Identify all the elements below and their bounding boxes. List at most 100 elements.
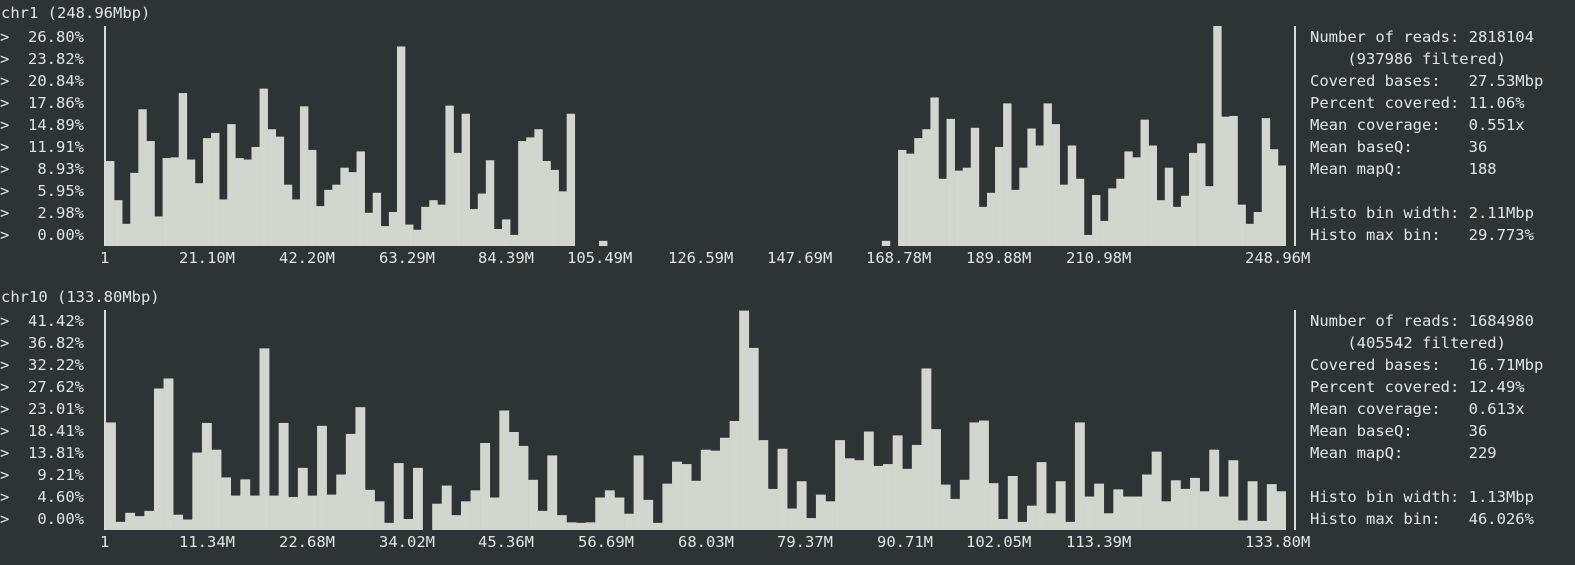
histogram-bar bbox=[1108, 188, 1117, 246]
y-tick-label: > 13.81% bbox=[0, 444, 84, 462]
histogram-bar bbox=[1142, 474, 1152, 530]
stat-max-bin: Histo max bin: 29.773% bbox=[1310, 226, 1534, 244]
x-tick-label: 210.98M bbox=[1066, 249, 1132, 267]
histogram-bar bbox=[898, 149, 907, 246]
histogram-bar bbox=[825, 501, 836, 530]
histogram-bar bbox=[1103, 513, 1114, 530]
histogram-bar bbox=[138, 109, 147, 246]
x-tick-label: 84.39M bbox=[478, 249, 534, 267]
histogram-bar bbox=[1161, 501, 1172, 530]
stat-max-bin: Histo max bin: 46.026% bbox=[1310, 510, 1534, 528]
histogram-bar bbox=[1026, 505, 1037, 530]
histogram-bar bbox=[767, 488, 778, 530]
histogram-bar bbox=[1043, 103, 1052, 246]
histogram-bar bbox=[1257, 520, 1268, 530]
histogram-bar bbox=[1189, 152, 1198, 246]
histogram-bar bbox=[1035, 145, 1044, 246]
histogram-bar bbox=[221, 477, 232, 530]
histogram-bar bbox=[796, 481, 807, 530]
y-tick-label: > 18.41% bbox=[0, 422, 84, 440]
histogram-bar bbox=[508, 432, 519, 530]
x-tick-label: 248.96M bbox=[1245, 249, 1311, 267]
x-tick-label: 68.03M bbox=[678, 533, 734, 551]
histogram-bar bbox=[739, 310, 750, 530]
histogram-bar bbox=[182, 519, 193, 530]
x-tick-label: 79.37M bbox=[777, 533, 833, 551]
histogram-bar bbox=[1122, 496, 1133, 530]
stat-percent-covered: Percent covered: 12.49% bbox=[1310, 378, 1525, 396]
histogram-bar bbox=[777, 448, 788, 530]
histogram-bar bbox=[518, 445, 529, 530]
histogram-bar bbox=[243, 159, 252, 246]
histogram-bar bbox=[534, 129, 543, 246]
histogram-bar bbox=[230, 495, 241, 530]
histogram-bar bbox=[412, 467, 423, 530]
histogram-bar bbox=[297, 467, 308, 530]
histogram-bar bbox=[441, 485, 452, 530]
stat-bin-width: Histo bin width: 2.11Mbp bbox=[1310, 204, 1534, 222]
y-tick-label: > 23.01% bbox=[0, 400, 84, 418]
histogram-bar bbox=[211, 449, 222, 530]
x-tick-label: 11.34M bbox=[179, 533, 235, 551]
histogram-bar bbox=[106, 161, 115, 246]
histogram-bar bbox=[542, 161, 551, 246]
histogram-bars bbox=[106, 310, 1286, 530]
histogram-bar bbox=[986, 192, 996, 246]
histogram-bar bbox=[403, 519, 414, 530]
stat-mean-baseq: Mean baseQ: 36 bbox=[1310, 138, 1488, 156]
histogram-bar bbox=[432, 503, 443, 530]
histogram-bar bbox=[477, 193, 487, 246]
histogram-bar bbox=[921, 368, 932, 530]
histogram-bar bbox=[453, 152, 462, 246]
histogram-bar bbox=[125, 512, 136, 530]
x-tick-label: 105.49M bbox=[567, 249, 633, 267]
histogram-bar bbox=[326, 494, 337, 530]
stat-mean-mapq: Mean mapQ: 229 bbox=[1310, 444, 1497, 462]
histogram-bar bbox=[202, 138, 212, 246]
histogram-bar bbox=[748, 347, 759, 530]
histogram-bar bbox=[566, 522, 577, 530]
histogram-bar bbox=[396, 46, 406, 246]
histogram-bar bbox=[599, 240, 608, 246]
histogram-bar bbox=[1190, 477, 1200, 530]
histogram-bar bbox=[1277, 165, 1286, 246]
histogram-bar bbox=[146, 141, 155, 246]
histogram-bar bbox=[1164, 167, 1174, 246]
histogram-bar bbox=[652, 522, 663, 530]
histogram-bar bbox=[470, 490, 481, 530]
histogram-bar bbox=[1046, 513, 1057, 530]
histogram-bar bbox=[162, 158, 171, 246]
histogram-bar bbox=[1007, 475, 1018, 530]
stat-mean-coverage: Mean coverage: 0.551x bbox=[1310, 116, 1525, 134]
y-tick-label: > 14.89% bbox=[0, 116, 84, 134]
y-axis-line bbox=[104, 26, 106, 246]
histogram-bar bbox=[493, 229, 503, 246]
y-tick-label: > 9.21% bbox=[0, 466, 84, 484]
histogram-bar bbox=[275, 136, 285, 246]
histogram-bar bbox=[451, 515, 462, 530]
histogram-bar bbox=[269, 495, 279, 530]
histogram-bar bbox=[844, 458, 855, 530]
histogram-bar bbox=[393, 463, 404, 530]
histogram-bar bbox=[700, 449, 711, 530]
histogram-bar bbox=[518, 141, 527, 246]
histogram-bar bbox=[340, 167, 349, 246]
y-tick-label: > 23.82% bbox=[0, 50, 84, 68]
histogram-bar bbox=[437, 204, 446, 246]
y-tick-label: > 26.80% bbox=[0, 28, 84, 46]
histogram-bar bbox=[1067, 145, 1077, 246]
histogram-bar bbox=[906, 153, 915, 246]
histogram-bar bbox=[259, 88, 268, 246]
histogram-bar bbox=[240, 479, 251, 530]
x-tick-label: 42.20M bbox=[279, 249, 335, 267]
histogram-bar bbox=[106, 422, 116, 530]
histogram-bar bbox=[873, 465, 884, 530]
histogram-bar bbox=[153, 388, 164, 530]
histogram-bar bbox=[662, 483, 673, 530]
histogram-bar bbox=[1218, 496, 1229, 530]
stats-block: Number of reads: 1684980 (405542 filtere… bbox=[1310, 310, 1543, 530]
stat-filtered: (937986 filtered) bbox=[1310, 50, 1506, 68]
histogram-bar bbox=[691, 480, 702, 530]
histogram-bar bbox=[787, 508, 798, 530]
histogram-bar bbox=[365, 489, 375, 530]
